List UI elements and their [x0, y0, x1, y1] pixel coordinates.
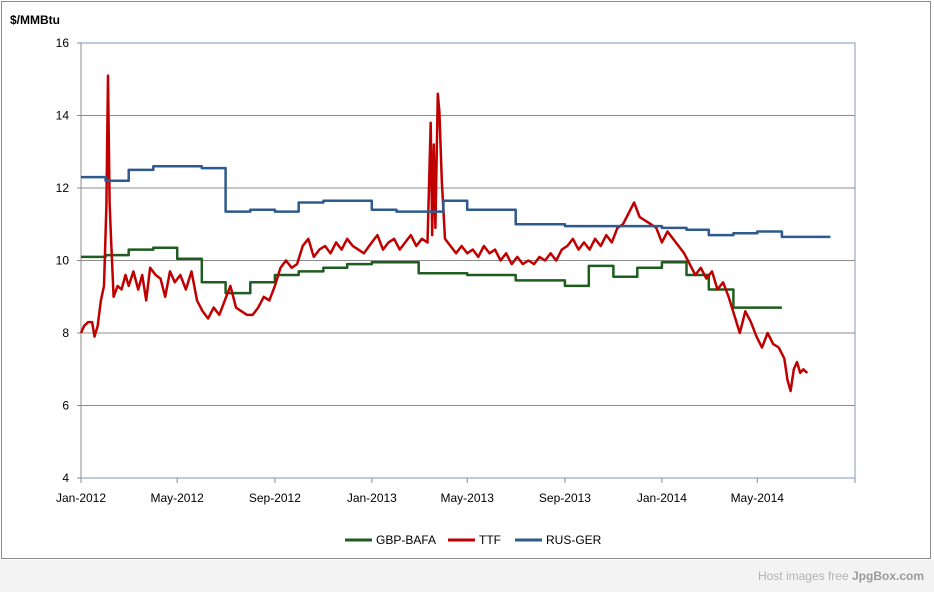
- legend-label: TTF: [479, 533, 501, 547]
- y-axis-label: $/MMBtu: [10, 13, 60, 27]
- x-tick-label: Jan-2014: [637, 491, 687, 505]
- x-tick-label: May-2012: [150, 491, 204, 505]
- x-tick-label: May-2014: [731, 491, 785, 505]
- legend-label: RUS-GER: [546, 533, 602, 547]
- y-tick-label: 16: [56, 36, 70, 50]
- legend: GBP-BAFA TTF RUS-GER: [345, 533, 602, 547]
- watermark[interactable]: Host images free JpgBox.com: [758, 569, 924, 583]
- y-tick-label: 4: [62, 471, 69, 485]
- watermark-prefix: Host images free: [757, 569, 849, 583]
- y-tick-label: 10: [56, 254, 70, 268]
- x-tick-label: Jan-2012: [56, 491, 106, 505]
- series-line-ttf: [79, 74, 809, 393]
- x-tick-label: May-2013: [441, 491, 495, 505]
- gridlines: [80, 42, 856, 479]
- x-axis: Jan-2012 May-2012 Sep-2012 Jan-2013 May-2013…: [56, 478, 856, 505]
- series-line-rus-ger: [81, 165, 831, 239]
- x-tick-label: Sep-2012: [249, 491, 301, 505]
- legend-label: GBP-BAFA: [376, 533, 436, 547]
- y-tick-label: 6: [62, 399, 69, 413]
- x-tick-label: Sep-2013: [539, 491, 591, 505]
- series-line-gbp-bafa: [81, 246, 782, 309]
- y-tick-label: 12: [56, 181, 70, 195]
- chart-frame: 4 6 8 10 12 14 16 Jan-2012 May-2012 Sep-2012 Jan-…: [1, 1, 931, 559]
- y-tick-label: 8: [62, 326, 69, 340]
- series-lines: [79, 74, 831, 393]
- watermark-brand: JpgBox.com: [851, 569, 924, 583]
- y-tick-label: 14: [56, 109, 70, 123]
- y-axis: 4 6 8 10 12 14 16: [56, 36, 82, 485]
- footer-bar: [0, 560, 934, 592]
- x-tick-label: Jan-2013: [347, 491, 397, 505]
